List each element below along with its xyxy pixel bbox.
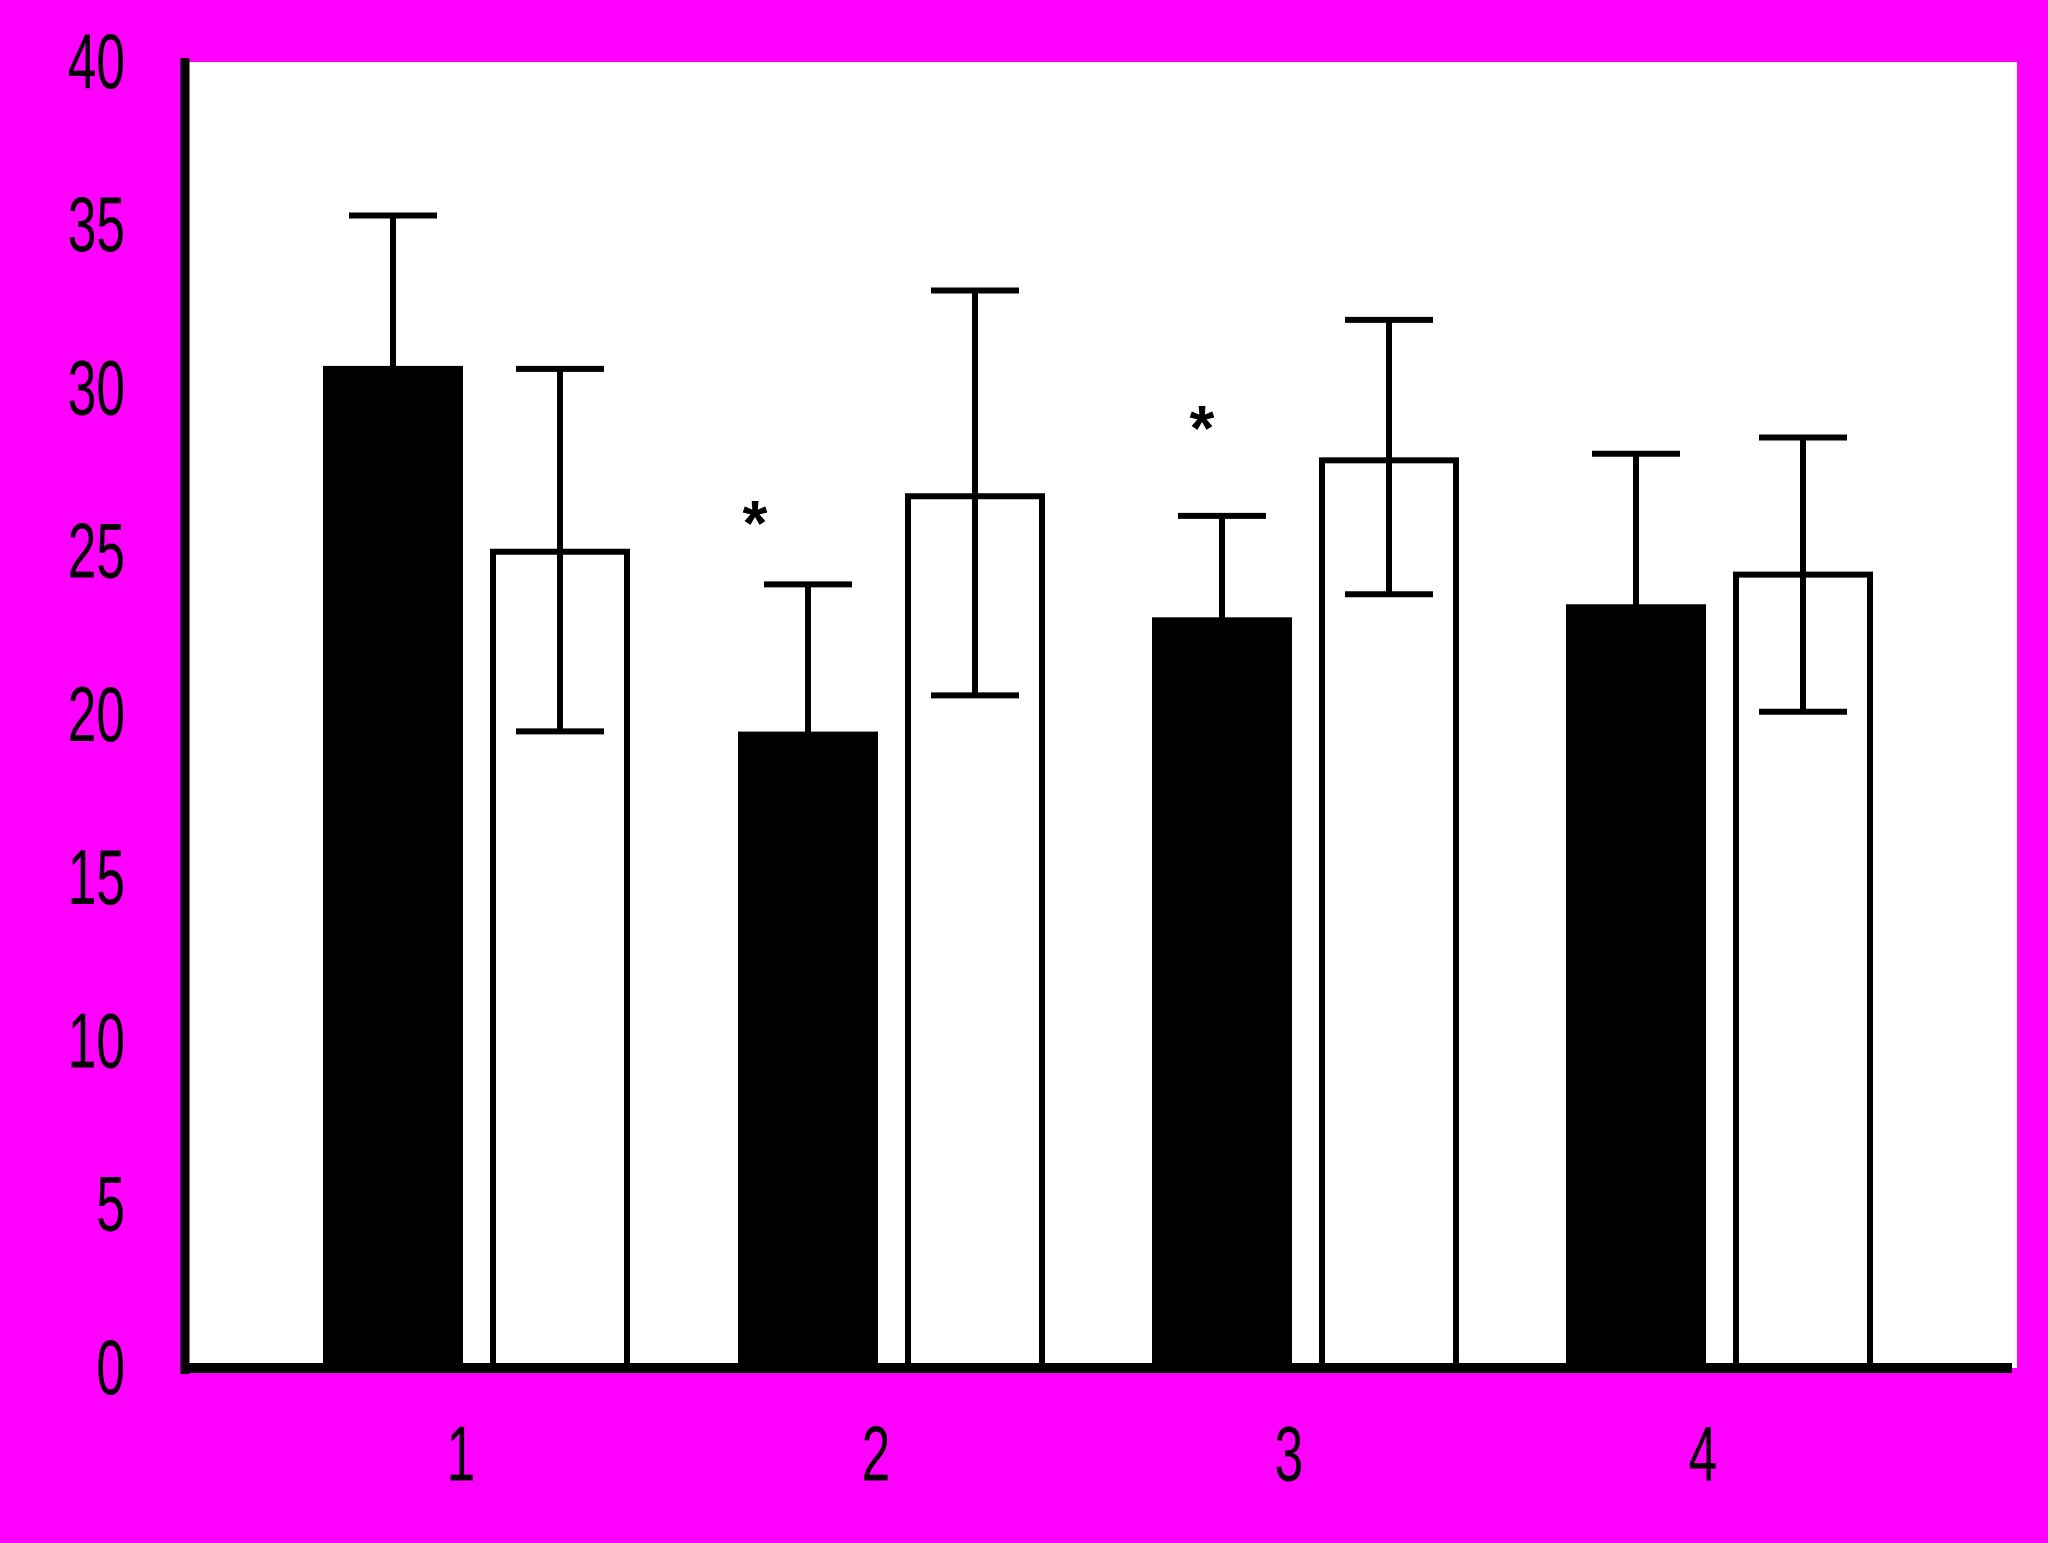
error-bar-series1-cat3 (1178, 512, 1266, 621)
y-tick-label-40: 40 (68, 17, 125, 104)
y-tick-label-0: 0 (96, 1323, 125, 1410)
y-tick-label-5: 5 (96, 1160, 125, 1247)
error-bar-series1-cat1 (349, 212, 437, 369)
bar-series2-cat3 (1319, 457, 1459, 1371)
significance-marker-1: * (743, 487, 768, 559)
bar-series1-cat3 (1152, 617, 1292, 1371)
bar-series1-cat1 (323, 365, 463, 1372)
error-bar-series1-cat2 (764, 581, 852, 735)
bar-series1-cat4 (1566, 604, 1706, 1371)
y-tick-labels: 0 5 10 15 20 25 30 35 40 (68, 17, 125, 1410)
error-bar-series1-cat4 (1592, 450, 1680, 608)
y-tick-label-35: 35 (68, 180, 125, 267)
error-bar-series2-cat3 (1345, 316, 1433, 598)
error-bar-series2-cat2 (931, 287, 1019, 699)
error-bars-layer (349, 212, 1847, 735)
x-tick-labels: 1 2 3 4 (447, 1410, 1718, 1497)
bar-series1-cat2 (738, 731, 878, 1371)
error-bar-series2-cat1 (516, 365, 604, 735)
y-tick-label-30: 30 (68, 344, 125, 431)
y-tick-label-15: 15 (68, 833, 125, 920)
x-tick-label-2: 2 (862, 1410, 891, 1497)
annotations-layer: ** (743, 392, 1215, 559)
x-tick-label-4: 4 (1689, 1410, 1718, 1497)
x-tick-label-3: 3 (1275, 1410, 1304, 1497)
significance-marker-2: * (1190, 392, 1215, 464)
error-bar-series2-cat4 (1759, 434, 1847, 715)
y-tick-label-20: 20 (68, 670, 125, 757)
y-tick-label-10: 10 (68, 997, 125, 1084)
y-tick-label-25: 25 (68, 507, 125, 594)
x-tick-label-1: 1 (447, 1410, 476, 1497)
